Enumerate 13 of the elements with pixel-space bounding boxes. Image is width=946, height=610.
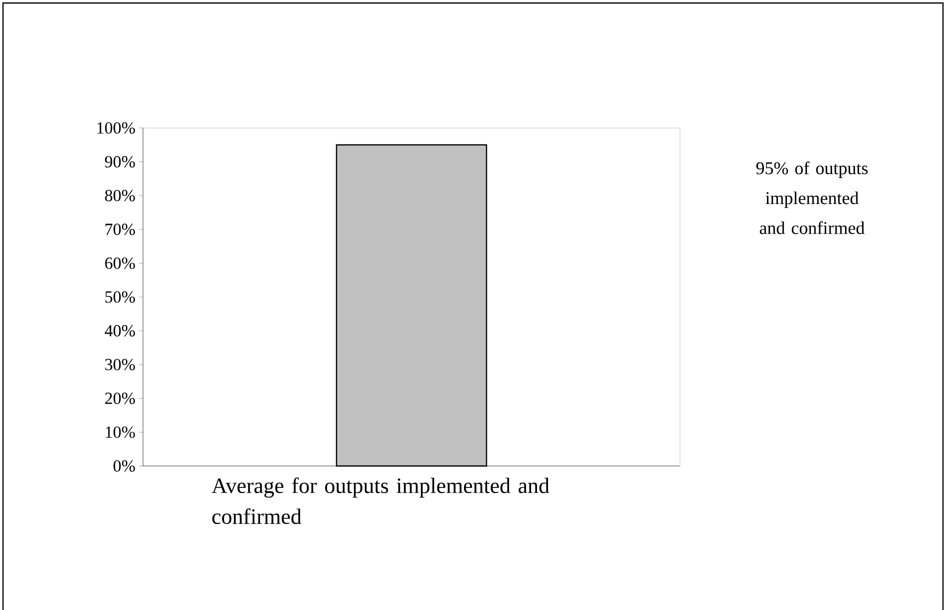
y-tick-label: 30% — [105, 358, 135, 370]
y-tick-label: 0% — [114, 460, 135, 472]
y-tick-label: 70% — [106, 224, 135, 236]
x-tick-label: Average for outputs implemented and confirmed — [212, 478, 550, 524]
y-tick-label: 20% — [105, 392, 135, 404]
y-tick-label: 60% — [105, 257, 135, 269]
y-tick-label: 10% — [106, 426, 135, 438]
y-tick-label: 40% — [104, 325, 135, 337]
y-tick-label: 50% — [105, 291, 135, 303]
y-tick-label: 100% — [97, 122, 135, 134]
y-tick-label: 90% — [104, 156, 135, 168]
y-tick-label: 80% — [105, 190, 135, 202]
text: 95% of outputs implemented and confirmed — [756, 162, 868, 234]
